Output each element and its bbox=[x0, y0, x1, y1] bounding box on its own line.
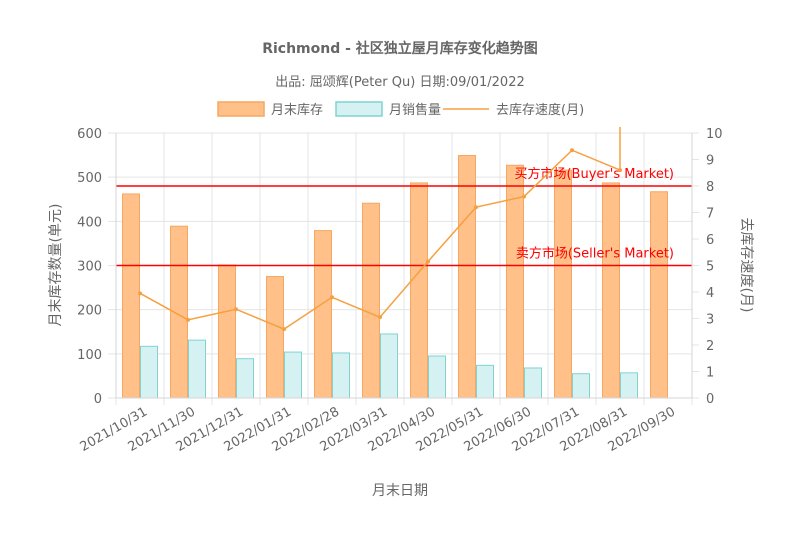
y2-tick-label: 0 bbox=[706, 392, 714, 407]
y2-tick-label: 8 bbox=[706, 180, 714, 195]
legend-item-speed[interactable]: 去库存速度(月) bbox=[443, 102, 584, 118]
y2-tick-label: 3 bbox=[706, 313, 714, 328]
legend-swatch-inventory bbox=[217, 101, 265, 117]
y2-tick-label: 2 bbox=[706, 339, 714, 354]
bar-sales[interactable] bbox=[476, 364, 494, 399]
speed-point[interactable] bbox=[234, 307, 238, 312]
y2-tick-label: 4 bbox=[706, 286, 714, 301]
bar-inventory[interactable] bbox=[554, 169, 572, 399]
x-axis-title: 月末日期 bbox=[372, 483, 428, 499]
speed-point[interactable] bbox=[138, 291, 142, 296]
speed-point[interactable] bbox=[474, 205, 478, 210]
reference-label: 卖方市场(Seller's Market) bbox=[516, 246, 674, 262]
y2-tick-label: 7 bbox=[706, 207, 714, 222]
y-tick-label: 600 bbox=[77, 127, 102, 142]
bar-inventory[interactable] bbox=[314, 230, 332, 399]
y-tick-label: 400 bbox=[77, 215, 102, 230]
y-tick-label: 100 bbox=[77, 348, 102, 363]
chart-title: Richmond - 社区独立屋月库存变化趋势图 bbox=[262, 40, 538, 57]
speed-point[interactable] bbox=[426, 259, 430, 264]
legend-label-speed: 去库存速度(月) bbox=[496, 102, 584, 118]
bar-sales[interactable] bbox=[188, 339, 206, 399]
bar-sales[interactable] bbox=[428, 355, 446, 399]
y2-tick-label: 10 bbox=[706, 127, 723, 142]
bar-inventory[interactable] bbox=[266, 276, 284, 399]
legend-label-sales: 月销售量 bbox=[389, 102, 441, 118]
y-tick-label: 0 bbox=[94, 392, 102, 407]
speed-point[interactable] bbox=[378, 315, 382, 320]
reference-lines: 买方市场(Buyer's Market) 卖方市场(Seller's Market… bbox=[116, 166, 692, 267]
bars bbox=[122, 155, 668, 399]
bar-sales[interactable] bbox=[284, 351, 302, 399]
bar-sales[interactable] bbox=[620, 372, 638, 399]
y2-tick-label: 1 bbox=[706, 366, 714, 381]
speed-point[interactable] bbox=[330, 295, 334, 300]
bar-sales[interactable] bbox=[380, 333, 398, 399]
speed-point[interactable] bbox=[186, 317, 190, 322]
speed-point[interactable] bbox=[282, 327, 286, 332]
legend-item-sales[interactable]: 月销售量 bbox=[335, 101, 441, 118]
legend[interactable]: 月末库存 月销售量 去库存速度(月) bbox=[217, 101, 584, 118]
y2-tick-label: 5 bbox=[706, 260, 714, 275]
legend-label-inventory: 月末库存 bbox=[271, 102, 323, 118]
chart-subtitle: 出品: 屈颂辉(Peter Qu) 日期:09/01/2022 bbox=[275, 75, 525, 90]
bar-inventory[interactable] bbox=[218, 264, 236, 399]
reference-label: 买方市场(Buyer's Market) bbox=[514, 166, 674, 182]
speed-point[interactable] bbox=[570, 148, 574, 153]
y-tick-label: 300 bbox=[77, 260, 102, 275]
bar-inventory[interactable] bbox=[122, 193, 140, 399]
bar-sales[interactable] bbox=[332, 352, 350, 399]
bar-inventory[interactable] bbox=[362, 202, 380, 399]
speed-point[interactable] bbox=[618, 168, 622, 173]
bar-sales[interactable] bbox=[140, 345, 158, 399]
bar-sales[interactable] bbox=[524, 367, 542, 399]
legend-item-inventory[interactable]: 月末库存 bbox=[217, 101, 323, 118]
bar-sales[interactable] bbox=[236, 358, 254, 399]
bar-inventory[interactable] bbox=[602, 182, 620, 399]
bar-inventory[interactable] bbox=[458, 155, 476, 399]
bar-inventory[interactable] bbox=[410, 182, 428, 399]
speed-point[interactable] bbox=[522, 194, 526, 199]
speed-line bbox=[138, 127, 622, 332]
bar-sales[interactable] bbox=[572, 373, 590, 399]
y2-tick-label: 9 bbox=[706, 154, 714, 169]
y2-tick-label: 6 bbox=[706, 233, 714, 248]
bar-inventory[interactable] bbox=[650, 191, 668, 399]
legend-swatch-sales bbox=[335, 101, 383, 117]
y-axis-title: 月末库存数量(单元) bbox=[48, 204, 64, 327]
y-tick-label: 200 bbox=[77, 304, 102, 319]
y2-axis-title: 去库存速度(月) bbox=[738, 218, 754, 313]
y-tick-label: 500 bbox=[77, 171, 102, 186]
